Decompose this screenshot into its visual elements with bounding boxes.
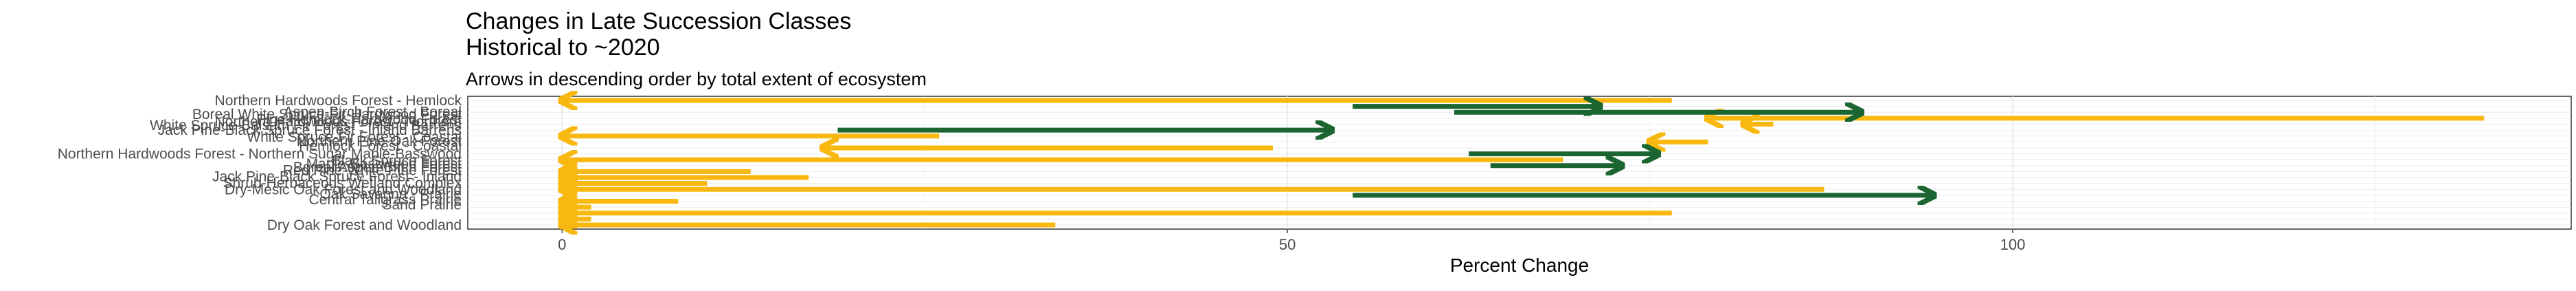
chart-title-line2: Historical to ~2020 bbox=[466, 34, 660, 61]
y-tick-label: Jack Pine-Black Spruce Forest - Inland B… bbox=[158, 122, 462, 138]
x-axis-title: Percent Change bbox=[1450, 255, 1589, 276]
y-tick-label: Aspen-Birch Forest - Boreal bbox=[284, 104, 462, 120]
y-tick-label: Central Tallgrass Prairie bbox=[308, 192, 462, 208]
y-tick-label: Red Pine-White Pine Forest bbox=[283, 162, 462, 178]
y-tick-label: Northern Hardwoods Forest - Hemlock bbox=[215, 93, 462, 109]
y-tick-label: Maple-Basswood Forest bbox=[306, 156, 462, 172]
y-tick-label: Oak Savanna - Prairie bbox=[319, 186, 462, 202]
chart-subtitle: Arrows in descending order by total exte… bbox=[466, 69, 927, 89]
x-tick-label: 50 bbox=[1279, 236, 1296, 253]
y-tick-label: Shrub-Herbaceous Wetland Complex bbox=[223, 175, 462, 191]
y-tick-label: White Spruce-Balsam Fir Forest - Inland … bbox=[150, 118, 462, 133]
y-tick-label: Northern Hardwoods Forest - Northern Sug… bbox=[58, 147, 462, 162]
x-tick-label: 100 bbox=[2000, 236, 2026, 253]
y-tick-label: Pine-Hemlock-Hardwood Forest bbox=[256, 112, 462, 128]
y-tick-label: Dry-Mesic Oak Forest and Woodland bbox=[225, 182, 462, 198]
y-tick-label: Northern Hardwoods Forest - Northern bbox=[215, 114, 462, 130]
y-tick-label: Jack Pine-Black Spruce Forest - Inland bbox=[212, 169, 462, 184]
y-tick-label: Boreal White Spruce-Fir-Hardwood Forest bbox=[192, 107, 462, 122]
y-tick-label: Northern Pine-Oak Forest bbox=[297, 133, 462, 149]
y-tick-label: Black Spruce Forest bbox=[332, 153, 462, 169]
chart-title: Changes in Late Succession Classes bbox=[466, 8, 851, 34]
y-tick-label: Hemlock Forest - Coastal bbox=[299, 138, 462, 154]
y-axis-labels: Northern Hardwoods Forest - HemlockAspen… bbox=[58, 93, 462, 233]
y-tick-label: Sand Prairie bbox=[382, 197, 462, 213]
y-tick-label: Boreal Aspen-Birch Forest bbox=[293, 160, 462, 175]
x-axis-ticks: 0 50 100 bbox=[558, 229, 2025, 253]
y-tick-label: White Spruce-Fir Forest - Coastal bbox=[247, 129, 462, 145]
y-tick-label: Dry Oak Forest and Woodland bbox=[267, 217, 462, 233]
arrow-layer bbox=[562, 100, 2485, 225]
x-tick-label: 0 bbox=[558, 236, 566, 253]
